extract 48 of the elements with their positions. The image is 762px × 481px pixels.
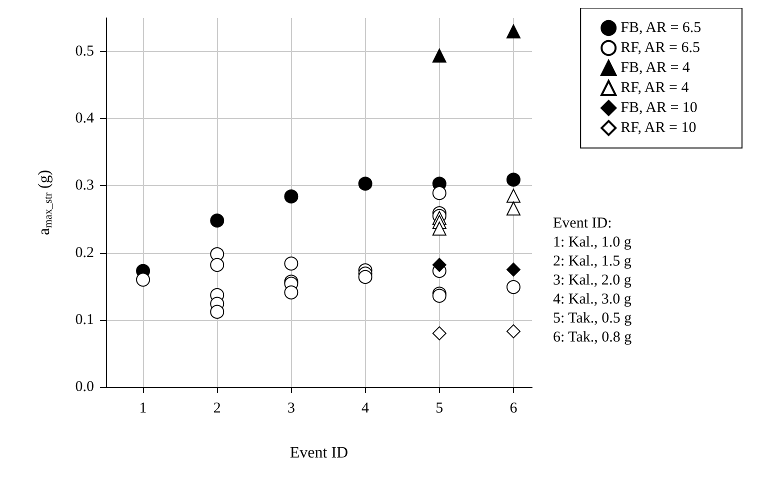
point (432, 186, 446, 200)
point (506, 324, 520, 338)
point (284, 189, 298, 204)
point (506, 280, 520, 294)
point (210, 258, 224, 272)
text: 1: Kal., 1.0 g (553, 234, 632, 250)
text: 4: Kal., 3.0 g (553, 292, 632, 308)
text: Event ID: (553, 216, 612, 232)
legend-label: RF, AR = 10 (620, 120, 696, 136)
point (358, 176, 372, 191)
text: 6: Tak., 0.8 g (553, 330, 632, 346)
point (358, 270, 372, 284)
point (432, 222, 446, 236)
point (506, 24, 520, 38)
x-axis-title: Event ID (290, 444, 348, 462)
text: 2: Kal., 1.5 g (553, 254, 632, 270)
x-tick-label: 1 (139, 400, 147, 416)
y-axis-title: amax_str (g) (36, 170, 54, 236)
y-tick-label: 0.2 (75, 244, 94, 261)
point (432, 326, 446, 340)
point (284, 256, 298, 271)
point (210, 214, 224, 228)
y-tick-label: 0.4 (75, 110, 94, 127)
legend-label: FB, AR = 10 (620, 100, 698, 116)
x-tick-label: 4 (362, 400, 370, 416)
y-tick-label: 0.3 (75, 178, 94, 194)
point (506, 188, 520, 203)
legend-label: FB, AR = 6.5 (620, 20, 702, 36)
x-tick-label: 3 (287, 400, 295, 416)
point (210, 304, 224, 319)
point (284, 285, 298, 300)
x-tick-label: 6 (510, 400, 518, 416)
legend-label: FB, AR = 4 (620, 60, 690, 76)
legend-label: RF, AR = 6.5 (620, 40, 700, 56)
point (506, 262, 520, 277)
y-tick-label: 0.1 (75, 312, 94, 328)
y-tick-label: 0.0 (75, 379, 94, 395)
point (136, 272, 150, 287)
x-tick-label: 5 (436, 400, 444, 416)
x-tick-label: 2 (213, 400, 221, 416)
point (506, 172, 520, 187)
point (432, 48, 446, 63)
legend-label: RF, AR = 4 (620, 80, 690, 96)
y-tick-label: 0.5 (75, 44, 94, 60)
point (432, 258, 446, 272)
point (506, 202, 520, 216)
text: 5: Tak., 0.5 g (553, 310, 632, 326)
text: 3: Kal., 2.0 g (553, 272, 632, 288)
